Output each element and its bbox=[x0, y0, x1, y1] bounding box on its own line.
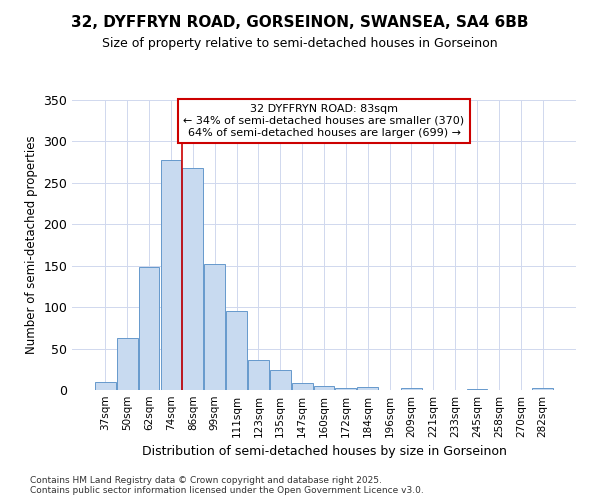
Bar bbox=[226, 312, 247, 390]
Bar bbox=[248, 360, 269, 390]
Bar bbox=[139, 268, 160, 390]
Bar bbox=[270, 370, 290, 390]
Bar bbox=[314, 386, 334, 390]
Bar bbox=[467, 389, 487, 390]
Bar bbox=[204, 264, 225, 390]
Bar bbox=[161, 160, 181, 390]
Y-axis label: Number of semi-detached properties: Number of semi-detached properties bbox=[25, 136, 38, 354]
Text: Size of property relative to semi-detached houses in Gorseinon: Size of property relative to semi-detach… bbox=[102, 38, 498, 51]
Bar bbox=[182, 168, 203, 390]
Bar bbox=[358, 386, 378, 390]
X-axis label: Distribution of semi-detached houses by size in Gorseinon: Distribution of semi-detached houses by … bbox=[142, 446, 506, 458]
Text: 32, DYFFRYN ROAD, GORSEINON, SWANSEA, SA4 6BB: 32, DYFFRYN ROAD, GORSEINON, SWANSEA, SA… bbox=[71, 15, 529, 30]
Bar bbox=[117, 338, 137, 390]
Bar bbox=[95, 382, 116, 390]
Bar bbox=[532, 388, 553, 390]
Bar bbox=[401, 388, 422, 390]
Bar bbox=[292, 382, 313, 390]
Bar bbox=[335, 388, 356, 390]
Text: 32 DYFFRYN ROAD: 83sqm
← 34% of semi-detached houses are smaller (370)
64% of se: 32 DYFFRYN ROAD: 83sqm ← 34% of semi-det… bbox=[184, 104, 464, 138]
Text: Contains HM Land Registry data © Crown copyright and database right 2025.
Contai: Contains HM Land Registry data © Crown c… bbox=[30, 476, 424, 495]
